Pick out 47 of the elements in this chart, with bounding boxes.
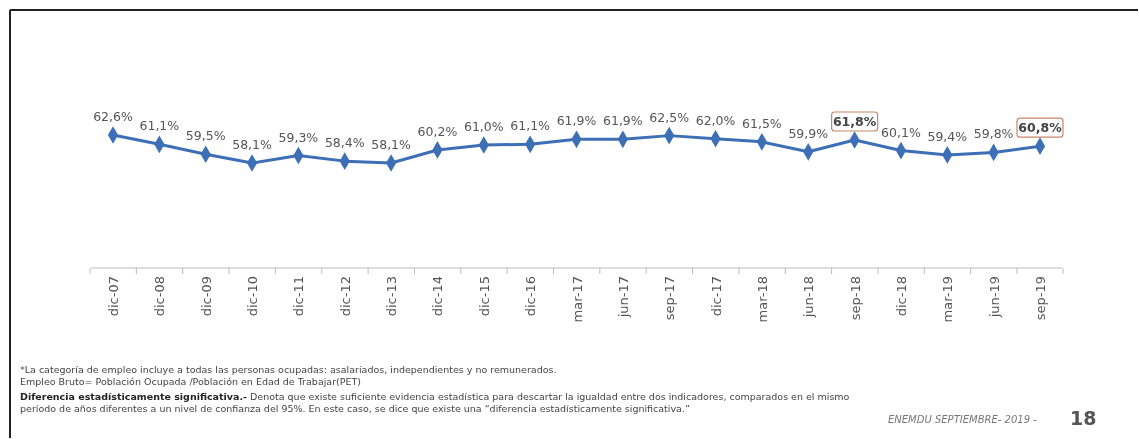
text: Diferencia estadísticamente significativa.- [20,391,247,402]
x-tick-label: dic-12 [337,276,353,317]
x-tick-label: jun-17 [615,276,631,319]
data-label: 58,4% [324,135,365,151]
x-tick-label: dic-16 [523,276,539,317]
annotation: 61,8% [832,113,877,129]
data-label: 61,1% [510,118,551,134]
data-label: 58,1% [371,137,412,152]
data-label: 61,9% [556,113,597,129]
text: 18 [1070,407,1097,429]
data-label: 62,5% [649,109,690,125]
annotation: 60,8% [1018,120,1063,136]
data-label: 61,9% [602,113,643,129]
x-tick-label: dic-10 [245,276,261,317]
data-label: 59,9% [788,125,829,141]
x-tick-label: dic-08 [152,276,168,317]
x-tick-label: mar-19 [940,276,956,323]
text: *La categoría de empleo incluye a todas las personas ocupadas: asalariados, independientes y no remunerados. [20,364,557,376]
data-label: 59,4% [927,128,968,144]
data-label: 62,0% [695,112,736,128]
x-tick-label: sep-17 [662,276,678,321]
text: Empleo Bruto= Población Ocupada /Población en Edad de Trabajar(PET) [20,376,362,388]
text: ENEMDU SEPTIEMBRE- 2019 - [888,414,1037,425]
x-tick-label: dic-15 [476,276,492,317]
data-label: 60,1% [881,124,921,140]
x-tick-label: mar-17 [569,276,585,323]
data-label: 59,5% [185,128,226,144]
x-tick-label: mar-18 [754,276,770,323]
data-label: 58,1% [232,137,273,152]
data-label: 59,8% [973,126,1014,142]
x-tick-label: sep-19 [1033,276,1048,321]
data-label: 60,2% [417,123,458,139]
x-tick-label: dic-13 [384,276,400,317]
data-label: 61,5% [742,115,782,131]
data-label: 61,0% [463,118,504,134]
x-tick-label: dic-14 [430,276,446,317]
x-tick-label: dic-17 [708,276,724,317]
x-tick-label: jun-19 [986,276,1002,319]
data-label: 61,1% [139,118,180,134]
x-tick-label: dic-07 [106,276,121,317]
data-label: 62,6% [93,109,133,124]
x-tick-label: dic-11 [291,276,307,317]
x-tick-label: dic-18 [893,276,909,317]
x-tick-label: sep-18 [847,276,863,321]
x-tick-label: dic-09 [198,276,214,317]
x-tick-label: jun-18 [801,276,817,319]
data-label: 59,3% [278,129,319,145]
